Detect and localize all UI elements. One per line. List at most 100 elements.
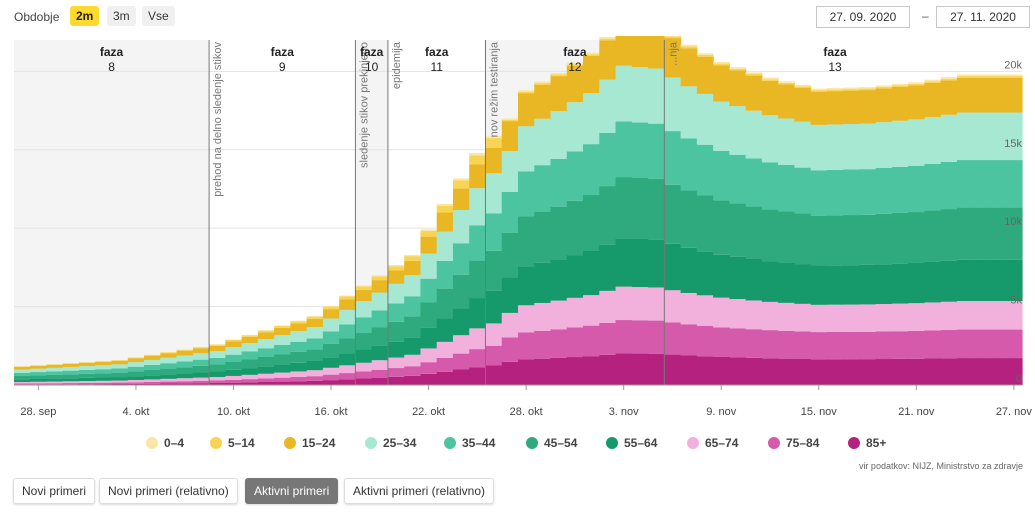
legend-item-65-74[interactable]: 65–74 [687,436,738,450]
legend-item-15-24[interactable]: 15–24 [284,436,335,450]
bar-0-4-day-58 [956,74,974,77]
bar-55-64-day-28 [469,298,487,329]
bar-0-4-day-54 [891,83,909,86]
date-from-input[interactable]: 27. 09. 2020 [816,6,910,28]
legend-item-25-34[interactable]: 25–34 [365,436,416,450]
bar-45-54-day-14 [241,359,259,369]
bar-15-24-day-53 [875,88,893,123]
bar-25-34-day-44 [729,106,747,155]
bar-85+-day-46 [761,358,779,385]
bar-25-34-day-53 [875,122,893,168]
bar-75-84-day-53 [875,331,893,360]
phase-label-10: faza [360,45,384,59]
bar-0-4-day-30 [501,118,519,120]
bar-55-64-day-14 [241,368,259,375]
bar-45-54-day-44 [729,203,747,257]
bar-45-54-day-12 [209,364,226,372]
bar-25-34-day-19 [322,318,340,332]
bar-65-74-day-38 [631,287,649,321]
bar-25-34-day-31 [518,126,535,172]
bar-65-74-day-3 [62,381,80,384]
bar-0-4-day-56 [924,79,942,82]
bar-15-24-day-38 [631,36,649,68]
new-cases-button[interactable]: Novi primeri [13,478,96,504]
bar-85+-day-10 [176,383,194,385]
bar-45-54-day-17 [290,351,308,363]
bar-85+-day-49 [810,359,828,385]
bar-45-54-day-56 [924,210,942,262]
legend-item-35-44[interactable]: 35–44 [444,436,495,450]
bar-5-14-day-45 [745,74,763,76]
bar-15-24-day-54 [891,86,909,121]
bar-35-44-day-51 [843,169,861,216]
date-to-input[interactable]: 27. 11. 2020 [936,6,1030,28]
active-cases-relative-button[interactable]: Aktivni primeri (relativno) [344,478,495,504]
bar-15-24-day-19 [322,309,340,319]
bar-65-74-day-40 [664,290,682,323]
period-3m-button[interactable]: 3m [107,6,136,26]
bar-15-24-day-52 [859,90,877,124]
bar-65-74-day-61 [1005,301,1023,330]
bar-55-64-day-19 [322,357,340,368]
bar-45-54-day-52 [859,214,877,265]
bar-75-84-day-19 [322,374,340,381]
legend-item-55-64[interactable]: 55–64 [606,436,657,450]
legend-item-45-54[interactable]: 45–54 [526,436,577,450]
bar-25-34-day-3 [62,366,80,371]
bar-0-4-day-50 [826,88,844,90]
bar-85+-day-58 [956,358,974,385]
bar-75-84-day-12 [209,380,226,383]
bar-45-54-day-48 [794,213,812,265]
new-cases-relative-button[interactable]: Novi primeri (relativno) [99,478,238,504]
legend-item-5-14[interactable]: 5–14 [210,436,255,450]
bar-75-84-day-41 [680,324,698,356]
bar-0-4-day-53 [875,85,893,88]
bar-25-34-day-14 [241,343,259,352]
bar-35-44-day-27 [452,243,470,275]
bar-65-74-day-58 [956,301,974,330]
bar-55-64-day-55 [908,263,926,304]
bar-0-4-day-42 [696,53,714,56]
bar-65-74-day-4 [79,381,96,383]
bar-15-24-day-45 [745,75,763,111]
bar-0-4-day-31 [518,90,535,92]
legend-item-0-4[interactable]: 0–4 [146,436,184,450]
legend-item-75-84[interactable]: 75–84 [768,436,819,450]
data-source-note: vir podatkov: NIJZ, Ministrstvo za zdrav… [858,461,1023,471]
bar-0-4-day-17 [290,320,308,322]
bar-35-44-day-56 [924,163,942,211]
active-cases-button[interactable]: Aktivni primeri [245,478,339,504]
bar-55-64-day-33 [550,259,568,301]
bar-0-4-day-49 [810,88,828,91]
bar-5-14-day-27 [452,180,470,189]
bar-25-34-day-40 [664,77,682,132]
bar-35-44-day-11 [192,359,210,366]
bar-55-64-day-4 [79,377,96,382]
bar-5-14-day-12 [209,344,226,346]
bar-75-84-day-36 [599,322,617,355]
bar-5-14-day-15 [257,330,275,333]
bar-5-14-day-30 [501,119,519,122]
bar-45-54-day-4 [79,373,96,378]
bar-75-84-day-56 [924,330,942,359]
bar-45-54-day-35 [583,195,600,252]
bar-25-34-day-18 [306,327,324,339]
bar-5-14-day-57 [940,78,958,81]
bar-75-84-day-14 [241,379,259,383]
bar-55-64-day-18 [306,360,324,371]
bar-75-84-day-50 [826,331,844,360]
bar-55-64-day-51 [843,265,861,305]
period-all-button[interactable]: Vse [142,6,175,26]
bar-25-34-day-26 [436,231,454,261]
bar-85+-day-42 [696,356,714,385]
period-2m-button[interactable]: 2m [70,6,100,26]
bar-75-84-day-23 [387,368,405,377]
bar-85+-day-55 [908,358,926,385]
legend-item-85-plus[interactable]: 85+ [848,436,886,450]
bar-75-84-day-15 [257,378,275,382]
bar-5-14-day-51 [843,89,861,91]
bar-35-44-day-59 [973,160,991,208]
bar-75-84-day-51 [843,331,861,360]
legend-dot-85-plus [848,437,860,449]
bar-45-54-day-3 [62,374,80,379]
